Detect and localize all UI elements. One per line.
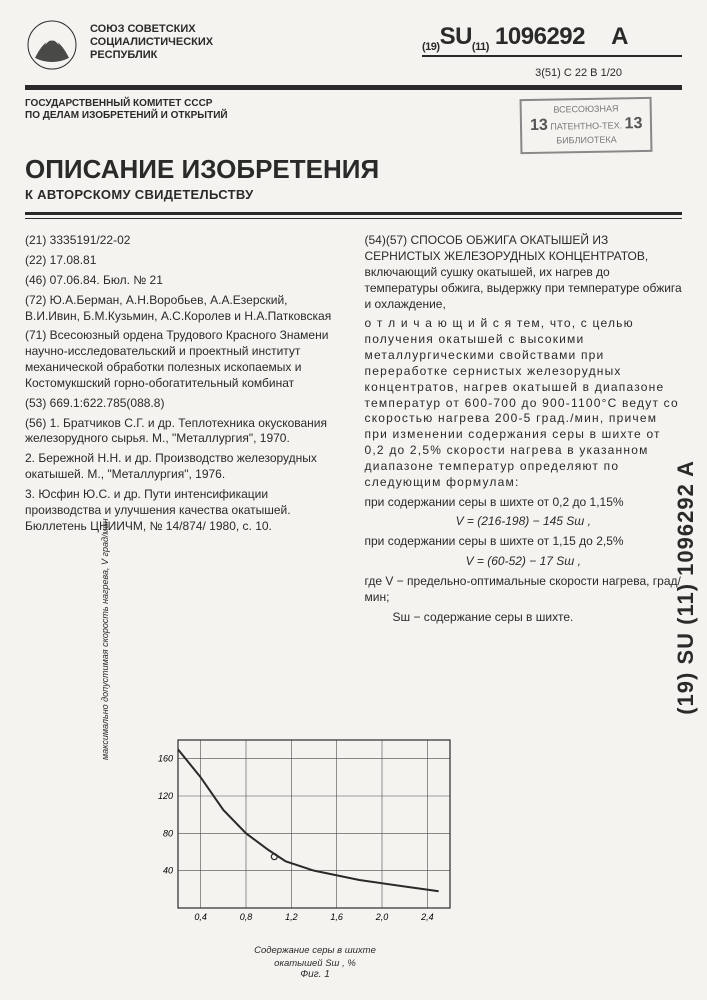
chart-xlabel-1: Содержание серы в шихте bbox=[170, 945, 460, 956]
where-v: где V − предельно-оптимальные скорости н… bbox=[365, 574, 683, 606]
field-22: (22) 17.08.81 bbox=[25, 253, 343, 269]
patent-number: 1096292 bbox=[495, 23, 585, 50]
right-column: (54)(57) СПОСОБ ОБЖИГА ОКАТЫШЕЙ ИЗ СЕРНИ… bbox=[365, 233, 683, 629]
svg-text:1,6: 1,6 bbox=[330, 912, 343, 922]
main-title: ОПИСАНИЕ ИЗОБРЕТЕНИЯ bbox=[25, 154, 682, 185]
stamp-bottom: БИБЛИОТЕКА bbox=[530, 134, 643, 147]
ussr-emblem-icon bbox=[25, 18, 80, 73]
chart-fig-label: Фиг. 1 bbox=[170, 969, 460, 980]
committee-row: ГОСУДАРСТВЕННЫЙ КОМИТЕТ СССР ПО ДЕЛАМ ИЗ… bbox=[25, 98, 682, 153]
svg-text:2,0: 2,0 bbox=[375, 912, 389, 922]
header-row: СОЮЗ СОВЕТСКИХ СОЦИАЛИСТИЧЕСКИХ РЕСПУБЛИ… bbox=[25, 18, 682, 79]
condition-2: при содержании серы в шихте от 1,15 до 2… bbox=[365, 534, 683, 550]
patent-number-block: (19)SU(11) 1096292 A 3(51) С 22 В 1/20 bbox=[422, 18, 682, 79]
svg-text:120: 120 bbox=[158, 791, 173, 801]
stamp-right-num: 13 bbox=[624, 115, 642, 132]
title-block: ОПИСАНИЕ ИЗОБРЕТЕНИЯ К АВТОРСКОМУ СВИДЕТ… bbox=[25, 154, 682, 202]
committee-line1: ГОСУДАРСТВЕННЫЙ КОМИТЕТ СССР bbox=[25, 98, 245, 111]
side-patent-code: (19) SU (11) 1096292 A bbox=[673, 460, 699, 715]
union-label: СОЮЗ СОВЕТСКИХ СОЦИАЛИСТИЧЕСКИХ РЕСПУБЛИ… bbox=[90, 18, 213, 63]
field-56-3: 3. Юсфин Ю.С. и др. Пути интенсификации … bbox=[25, 487, 343, 534]
svg-text:0,8: 0,8 bbox=[240, 912, 253, 922]
formula-1: V = (216-198) − 145 Sш , bbox=[365, 514, 683, 530]
svg-text:160: 160 bbox=[158, 754, 173, 764]
field-56-2: 2. Бережной Н.Н. и др. Производство желе… bbox=[25, 451, 343, 483]
chart-ylabel: максимально допустимая скорость нагрева,… bbox=[100, 620, 110, 760]
patent-sub: (11) bbox=[472, 41, 489, 53]
field-54: (54)(57) СПОСОБ ОБЖИГА ОКАТЫШЕЙ ИЗ СЕРНИ… bbox=[365, 233, 683, 312]
divider-1 bbox=[25, 85, 682, 90]
where-s: Sш − содержание серы в шихте. bbox=[365, 610, 683, 626]
field-46: (46) 07.06.84. Бюл. № 21 bbox=[25, 273, 343, 289]
left-column: (21) 3335191/22-02 (22) 17.08.81 (46) 07… bbox=[25, 233, 343, 629]
field-53: (53) 669.1:622.785(088.8) bbox=[25, 396, 343, 412]
committee-block: ГОСУДАРСТВЕННЫЙ КОМИТЕТ СССР ПО ДЕЛАМ ИЗ… bbox=[25, 98, 245, 123]
divider-2 bbox=[25, 212, 682, 215]
stamp-left-num: 13 bbox=[529, 117, 547, 134]
field-56-1: (56) 1. Братчиков С.Г. и др. Теплотехник… bbox=[25, 416, 343, 448]
chart-figure-1: максимально допустимая скорость нагрева,… bbox=[130, 730, 460, 980]
patent-country: SU bbox=[440, 23, 472, 50]
sub-title: К АВТОРСКОМУ СВИДЕТЕЛЬСТВУ bbox=[25, 187, 682, 202]
chart-xlabel-2: окатышей Sш , % bbox=[170, 958, 460, 969]
differing-clause: о т л и ч а ю щ и й с я тем, что, с цель… bbox=[365, 316, 683, 490]
formula-2: V = (60-52) − 17 Sш , bbox=[365, 554, 683, 570]
patent-suffix: A bbox=[611, 23, 628, 50]
svg-text:0,4: 0,4 bbox=[194, 912, 207, 922]
stamp-mid: ПАТЕНТНО-ТЕХ. bbox=[550, 120, 622, 131]
divider-3 bbox=[25, 218, 682, 219]
svg-text:2,4: 2,4 bbox=[420, 912, 434, 922]
committee-line2: ПО ДЕЛАМ ИЗОБРЕТЕНИЙ И ОТКРЫТИЙ bbox=[25, 110, 245, 123]
patent-prefix: (19) bbox=[422, 41, 440, 53]
condition-1: при содержании серы в шихте от 0,2 до 1,… bbox=[365, 495, 683, 511]
svg-text:1,2: 1,2 bbox=[285, 912, 298, 922]
ipc-label: 3(51) С 22 В 1/20 bbox=[422, 67, 682, 79]
body-columns: (21) 3335191/22-02 (22) 17.08.81 (46) 07… bbox=[25, 233, 682, 629]
library-stamp: ВСЕСОЮЗНАЯ 13 ПАТЕНТНО-ТЕХ. 13 БИБЛИОТЕК… bbox=[519, 97, 652, 154]
field-71: (71) Всесоюзный ордена Трудового Красног… bbox=[25, 328, 343, 391]
field-21: (21) 3335191/22-02 bbox=[25, 233, 343, 249]
chart-svg: 0,4 0,8 1,2 1,6 2,0 2,4 40 80 120 160 bbox=[130, 730, 460, 940]
svg-text:40: 40 bbox=[163, 866, 173, 876]
svg-text:80: 80 bbox=[163, 828, 173, 838]
field-72: (72) Ю.А.Берман, А.Н.Воробьев, А.А.Езерс… bbox=[25, 293, 343, 325]
